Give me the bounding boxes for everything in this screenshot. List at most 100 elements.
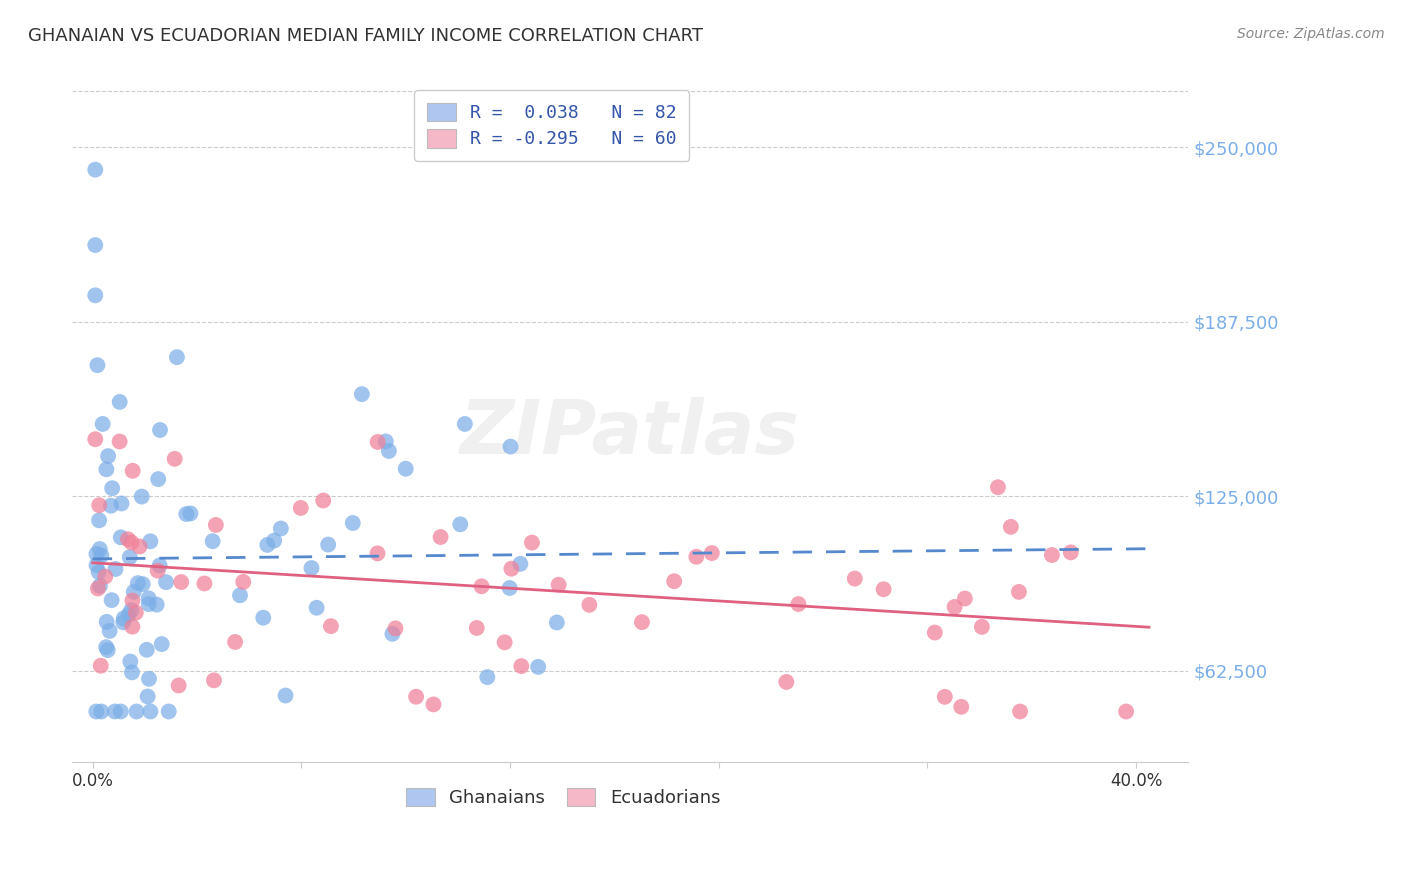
Point (700, 546, 723, 560)
Point (342, 516, 364, 530)
Point (148, 472, 170, 486)
Point (1000, 520, 1022, 534)
Point (381, 627, 404, 641)
Point (84, 705, 107, 719)
Point (422, 698, 444, 712)
Point (787, 597, 810, 611)
Point (202, 673, 225, 688)
Point (149, 558, 172, 573)
Point (934, 690, 956, 704)
Point (139, 534, 162, 549)
Point (155, 575, 177, 590)
Point (509, 557, 531, 571)
Point (96, 615, 118, 629)
Point (494, 635, 516, 649)
Point (163, 451, 186, 466)
Point (520, 535, 543, 549)
Point (84, 162, 107, 177)
Point (90, 705, 112, 719)
Point (176, 507, 198, 521)
Point (685, 549, 707, 564)
Point (319, 619, 342, 633)
Point (84, 288, 107, 302)
Point (87, 565, 110, 579)
Point (138, 672, 160, 686)
Point (157, 705, 180, 719)
Point (305, 600, 328, 615)
Point (499, 581, 522, 595)
Point (96, 640, 118, 655)
Point (112, 611, 135, 625)
Point (1008, 585, 1031, 599)
Point (510, 659, 533, 673)
Point (367, 434, 389, 449)
Point (274, 689, 297, 703)
Point (121, 593, 143, 607)
Point (84, 432, 107, 446)
Point (122, 584, 145, 599)
Point (121, 464, 143, 478)
Point (454, 417, 477, 431)
Point (118, 550, 141, 565)
Point (350, 387, 373, 401)
Point (128, 540, 150, 554)
Point (1008, 705, 1031, 719)
Point (112, 615, 135, 630)
Point (84, 238, 107, 252)
Point (924, 625, 946, 640)
Point (546, 615, 568, 630)
Point (100, 499, 122, 513)
Point (94, 569, 117, 583)
Point (367, 546, 389, 560)
Point (104, 705, 127, 719)
Point (872, 582, 894, 597)
Point (90, 658, 112, 673)
Point (205, 518, 228, 533)
Text: Source: ZipAtlas.com: Source: ZipAtlas.com (1237, 27, 1385, 41)
Point (87, 582, 110, 596)
Legend: Ghanaians, Ecuadorians: Ghanaians, Ecuadorians (398, 780, 727, 814)
Point (290, 500, 312, 515)
Point (775, 675, 797, 690)
Point (374, 434, 396, 449)
Point (256, 538, 278, 552)
Point (449, 517, 471, 532)
Point (547, 578, 569, 592)
Point (136, 690, 159, 704)
Point (110, 496, 132, 510)
Point (101, 481, 124, 495)
Point (664, 574, 686, 589)
Point (150, 637, 173, 651)
Point (943, 599, 966, 614)
Point (179, 507, 201, 521)
Point (263, 533, 285, 548)
Point (139, 705, 162, 719)
Text: GHANAIAN VS ECUADORIAN MEDIAN FAMILY INCOME CORRELATION CHART: GHANAIAN VS ECUADORIAN MEDIAN FAMILY INC… (28, 27, 703, 45)
Point (232, 574, 254, 589)
Text: ZIPatlas: ZIPatlas (460, 397, 800, 470)
Point (1115, 705, 1137, 719)
Point (98, 624, 121, 638)
Point (110, 705, 132, 719)
Point (201, 534, 224, 549)
Point (167, 678, 190, 692)
Point (127, 576, 149, 591)
Point (117, 532, 139, 546)
Point (844, 572, 866, 586)
Point (301, 561, 323, 575)
Point (1060, 545, 1083, 559)
Point (97, 643, 120, 657)
Point (89, 579, 111, 593)
Point (96, 462, 118, 476)
Point (120, 603, 142, 617)
Point (384, 621, 406, 635)
Point (578, 598, 600, 612)
Point (86, 358, 108, 372)
Point (166, 350, 188, 364)
Point (429, 530, 451, 544)
Point (312, 493, 335, 508)
Point (465, 621, 488, 635)
Point (89, 542, 111, 557)
Point (108, 395, 131, 409)
Point (117, 607, 139, 622)
